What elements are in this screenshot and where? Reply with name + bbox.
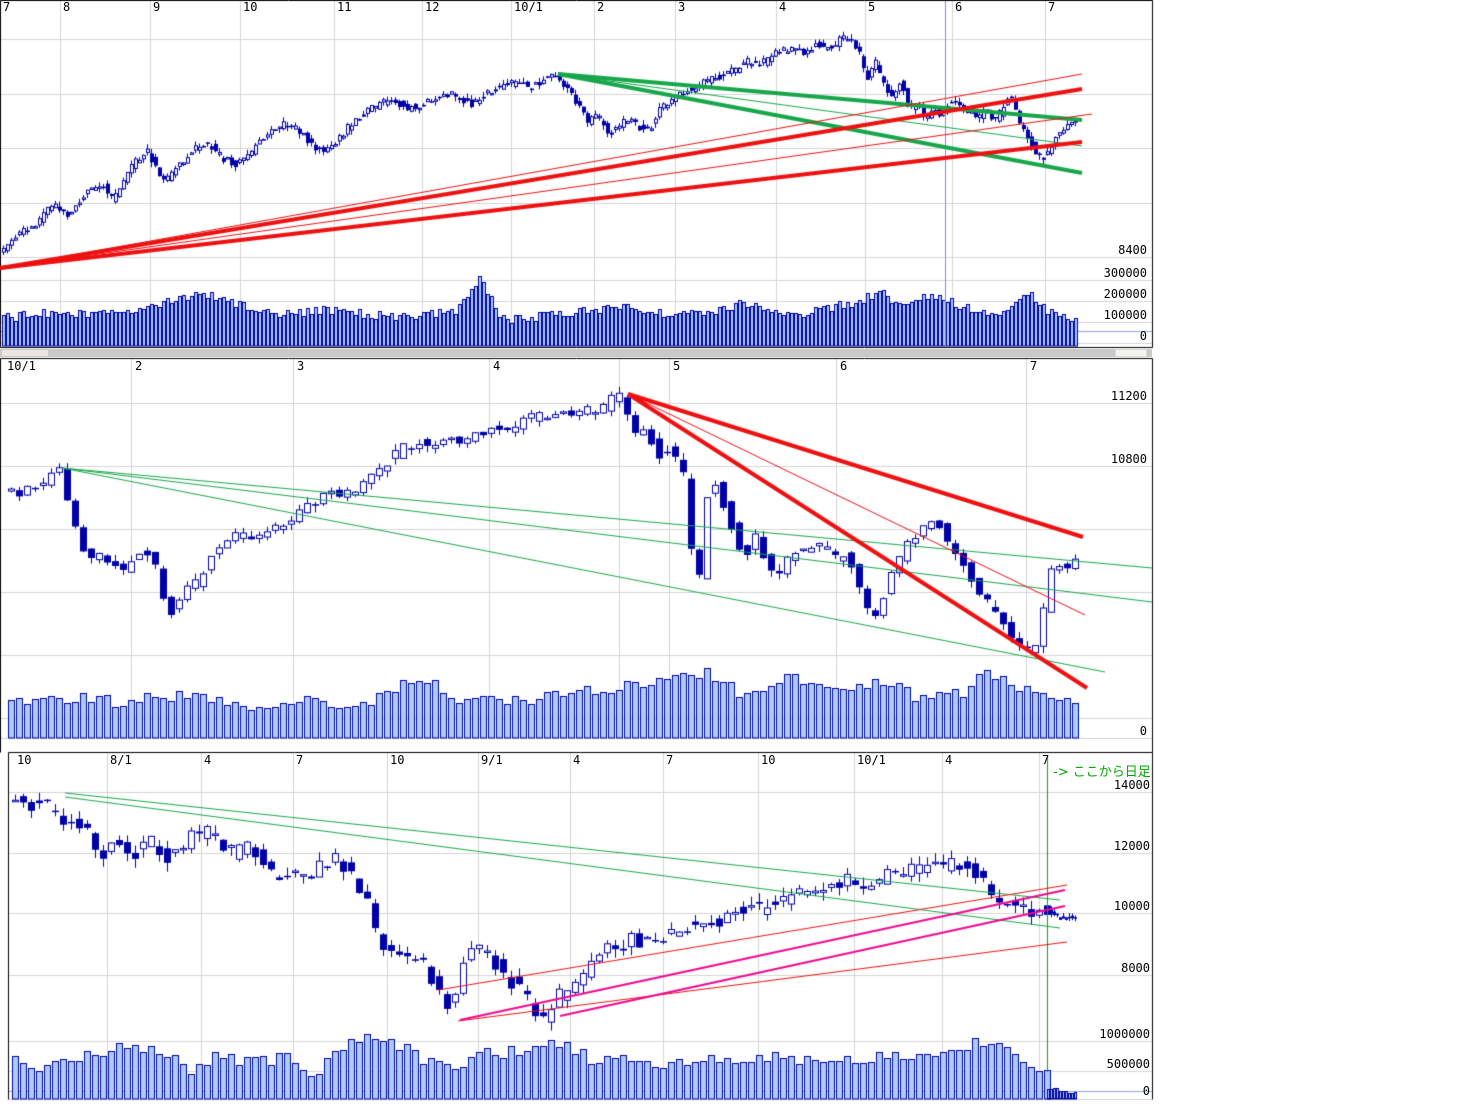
x-axis-label: 7 [666, 753, 674, 767]
y-axis-label: 8000 [1121, 961, 1150, 975]
y-axis-label: 10800 [1110, 452, 1147, 466]
y-axis-label: 12000 [1113, 839, 1150, 853]
y-axis-label: 0 [1139, 329, 1147, 343]
y-axis-label: 14000 [1113, 778, 1150, 792]
x-axis-label: 7 [3, 0, 11, 14]
y-axis-label: 0 [1139, 724, 1147, 738]
x-axis-label: 4 [945, 753, 953, 767]
y-axis-label: 0 [1142, 1084, 1150, 1098]
x-axis-label: 7 [1042, 753, 1050, 767]
x-axis-label: 2 [135, 359, 143, 373]
x-axis-label: 3 [297, 359, 305, 373]
y-axis-label: 10000 [1113, 899, 1150, 913]
x-axis-label: 5 [868, 0, 876, 14]
y-axis-label: 100000 [1103, 308, 1147, 322]
x-axis-label: 4 [779, 0, 787, 14]
x-axis-label: 3 [678, 0, 686, 14]
x-axis-label: 2 [597, 0, 605, 14]
x-axis-label: 10 [243, 0, 258, 14]
x-axis-label: 12 [425, 0, 440, 14]
x-axis-label: 7 [296, 753, 304, 767]
x-axis-label: 10/1 [857, 753, 886, 767]
x-axis-label: 8 [63, 0, 71, 14]
y-axis-label: 8400 [1118, 243, 1147, 257]
x-axis-label: 10 [390, 753, 405, 767]
x-axis-label: 9/1 [481, 753, 503, 767]
y-axis-label: 11200 [1110, 389, 1147, 403]
x-axis-label: 4 [204, 753, 212, 767]
x-axis-label: 10 [761, 753, 776, 767]
y-axis-label: 500000 [1106, 1057, 1150, 1071]
x-axis-label: 10/1 [7, 359, 36, 373]
scrollbar-end-button[interactable] [1115, 349, 1147, 357]
x-axis-label: 10 [17, 753, 32, 767]
x-axis-label: 11 [337, 0, 352, 14]
charts-canvas [0, 0, 1160, 1114]
scrollbar-thumb[interactable] [2, 350, 48, 356]
x-axis-label: 7 [1030, 359, 1038, 373]
y-axis-label: 200000 [1103, 287, 1147, 301]
x-axis-label: 6 [955, 0, 963, 14]
daily-start-annotation: -> ここから日足 [1053, 765, 1151, 780]
y-axis-label: 300000 [1103, 266, 1147, 280]
x-axis-label: 10/1 [514, 0, 543, 14]
x-axis-label: 9 [153, 0, 161, 14]
y-axis-label: 1000000 [1099, 1027, 1150, 1041]
chart-horizontal-scrollbar[interactable] [0, 349, 1152, 357]
x-axis-label: 5 [673, 359, 681, 373]
x-axis-label: 6 [840, 359, 848, 373]
x-axis-label: 4 [573, 753, 581, 767]
x-axis-label: 8/1 [110, 753, 132, 767]
x-axis-label: 7 [1048, 0, 1056, 14]
x-axis-label: 4 [493, 359, 501, 373]
